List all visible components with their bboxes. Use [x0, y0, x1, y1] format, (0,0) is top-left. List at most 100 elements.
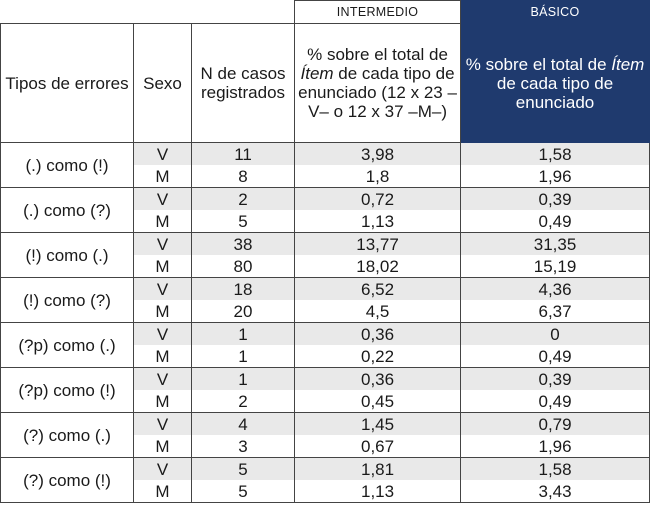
sexo-cell: V — [133, 367, 192, 390]
group-header-intermedio: INTERMEDIO — [294, 0, 462, 24]
table-row: (!) como (?) V 18 6,52 4,36 — [0, 277, 650, 323]
table-row: M 1 0,22 0,49 — [1, 345, 650, 368]
sexo-cell: M — [133, 255, 192, 278]
pct-basico-cell: 1,58 — [460, 457, 650, 480]
pct-basico-cell: 1,58 — [460, 142, 650, 165]
table-row: (?p) como (!) V 1 0,36 0,39 — [0, 367, 650, 413]
sexo-cell: M — [133, 300, 192, 323]
pct-intermedio-cell: 0,22 — [294, 345, 462, 368]
pct-basico-cell: 0,39 — [460, 187, 650, 210]
error-type-cell: (?p) como (!) — [0, 367, 134, 413]
header-pct-intermedio-a: % sobre el total de — [307, 45, 448, 64]
table-row: M 2 0,45 0,49 — [1, 390, 650, 413]
n-casos-cell: 11 — [190, 142, 296, 165]
n-casos-cell: 38 — [190, 232, 296, 255]
pct-intermedio-cell: 0,45 — [294, 390, 462, 413]
pct-intermedio-cell: 1,13 — [294, 210, 462, 233]
sexo-cell: V — [133, 187, 192, 210]
group-header-basico: BÁSICO — [460, 0, 650, 24]
header-pct-intermedio-item: Ítem — [300, 64, 334, 83]
header-pct-intermedio-b: de cada tipo de enunciado (12 x 23 –V– o… — [298, 64, 457, 121]
sexo-cell: V — [133, 457, 192, 480]
header-n-casos: N de casos registrados — [190, 23, 296, 143]
error-type-cell: (!) como (?) — [0, 277, 134, 323]
pct-intermedio-cell: 0,72 — [294, 187, 462, 210]
sexo-cell: M — [133, 345, 192, 368]
n-casos-cell: 3 — [190, 435, 296, 458]
table-row: (.) como (!) V 11 3,98 1,58 — [0, 142, 650, 188]
sexo-cell: V — [133, 277, 192, 300]
header-pct-basico-item: Ítem — [611, 54, 645, 74]
pct-basico-cell: 1,96 — [460, 435, 650, 458]
n-casos-cell: 5 — [190, 457, 296, 480]
n-casos-cell: 80 — [190, 255, 296, 278]
error-type-cell: (?p) como (.) — [0, 322, 134, 368]
n-casos-cell: 1 — [190, 367, 296, 390]
pct-intermedio-cell: 1,45 — [294, 412, 462, 435]
pct-basico-cell: 0,79 — [460, 412, 650, 435]
error-type-cell: (?) como (!) — [0, 457, 134, 503]
table-row: (?) como (.) V 4 1,45 0,79 — [0, 412, 650, 458]
n-casos-cell: 20 — [190, 300, 296, 323]
header-pct-basico-a: % sobre el total de — [465, 54, 612, 74]
sexo-cell: V — [133, 142, 192, 165]
pct-basico-cell: 0 — [460, 322, 650, 345]
pct-basico-cell: 1,96 — [460, 165, 650, 188]
table-row: (?) como (!) V 5 1,81 1,58 — [0, 457, 650, 503]
sexo-cell: M — [133, 435, 192, 458]
pct-basico-cell: 6,37 — [460, 300, 650, 323]
table-row: (?p) como (.) V 1 0,36 0 — [0, 322, 650, 368]
header-pct-basico: % sobre el total de Ítem de cada tipo de… — [460, 23, 650, 143]
n-casos-cell: 8 — [190, 165, 296, 188]
sexo-cell: M — [133, 165, 192, 188]
error-type-cell: (?) como (.) — [0, 412, 134, 458]
pct-intermedio-cell: 1,81 — [294, 457, 462, 480]
sexo-cell: M — [133, 210, 192, 233]
pct-basico-cell: 4,36 — [460, 277, 650, 300]
error-type-cell: (.) como (!) — [0, 142, 134, 188]
error-type-cell: (.) como (?) — [0, 187, 134, 233]
pct-basico-cell: 0,49 — [460, 345, 650, 368]
pct-basico-cell: 15,19 — [460, 255, 650, 278]
table-row: (.) como (?) V 2 0,72 0,39 — [0, 187, 650, 233]
n-casos-cell: 18 — [190, 277, 296, 300]
header-sexo: Sexo — [133, 23, 192, 143]
error-type-cell: (!) como (.) — [0, 232, 134, 278]
pct-basico-cell: 0,39 — [460, 367, 650, 390]
pct-intermedio-cell: 0,67 — [294, 435, 462, 458]
pct-basico-cell: 0,49 — [460, 390, 650, 413]
pct-intermedio-cell: 3,98 — [294, 142, 462, 165]
sexo-cell: V — [133, 322, 192, 345]
blank-corner — [1, 1, 295, 24]
header-tipos-de-errores: Tipos de errores — [0, 23, 134, 143]
error-types-table: INTERMEDIO BÁSICO Tipos de errores Sexo … — [0, 0, 650, 503]
table-row: M 3 0,67 1,96 — [1, 435, 650, 458]
sexo-cell: V — [133, 412, 192, 435]
pct-intermedio-cell: 1,13 — [294, 480, 462, 503]
pct-intermedio-cell: 1,8 — [294, 165, 462, 188]
group-header-row: INTERMEDIO BÁSICO — [1, 0, 650, 24]
n-casos-cell: 2 — [190, 390, 296, 413]
table-row: M 5 1,13 0,49 — [1, 210, 650, 233]
n-casos-cell: 5 — [190, 210, 296, 233]
table-row: M 20 4,5 6,37 — [1, 300, 650, 323]
sexo-cell: V — [133, 232, 192, 255]
n-casos-cell: 1 — [190, 322, 296, 345]
n-casos-cell: 2 — [190, 187, 296, 210]
header-pct-basico-b: de cada tipo de enunciado — [496, 73, 614, 112]
pct-basico-cell: 3,43 — [460, 480, 650, 503]
column-header-row: Tipos de errores Sexo N de casos registr… — [0, 23, 650, 143]
pct-intermedio-cell: 18,02 — [294, 255, 462, 278]
header-pct-intermedio: % sobre el total de Ítem de cada tipo de… — [294, 23, 462, 143]
n-casos-cell: 5 — [190, 480, 296, 503]
n-casos-cell: 1 — [190, 345, 296, 368]
table-row: M 8 1,8 1,96 — [1, 165, 650, 188]
pct-intermedio-cell: 6,52 — [294, 277, 462, 300]
pct-basico-cell: 31,35 — [460, 232, 650, 255]
sexo-cell: M — [133, 480, 192, 503]
n-casos-cell: 4 — [190, 412, 296, 435]
pct-intermedio-cell: 0,36 — [294, 322, 462, 345]
pct-intermedio-cell: 4,5 — [294, 300, 462, 323]
pct-basico-cell: 0,49 — [460, 210, 650, 233]
table-row: M 5 1,13 3,43 — [1, 480, 650, 503]
